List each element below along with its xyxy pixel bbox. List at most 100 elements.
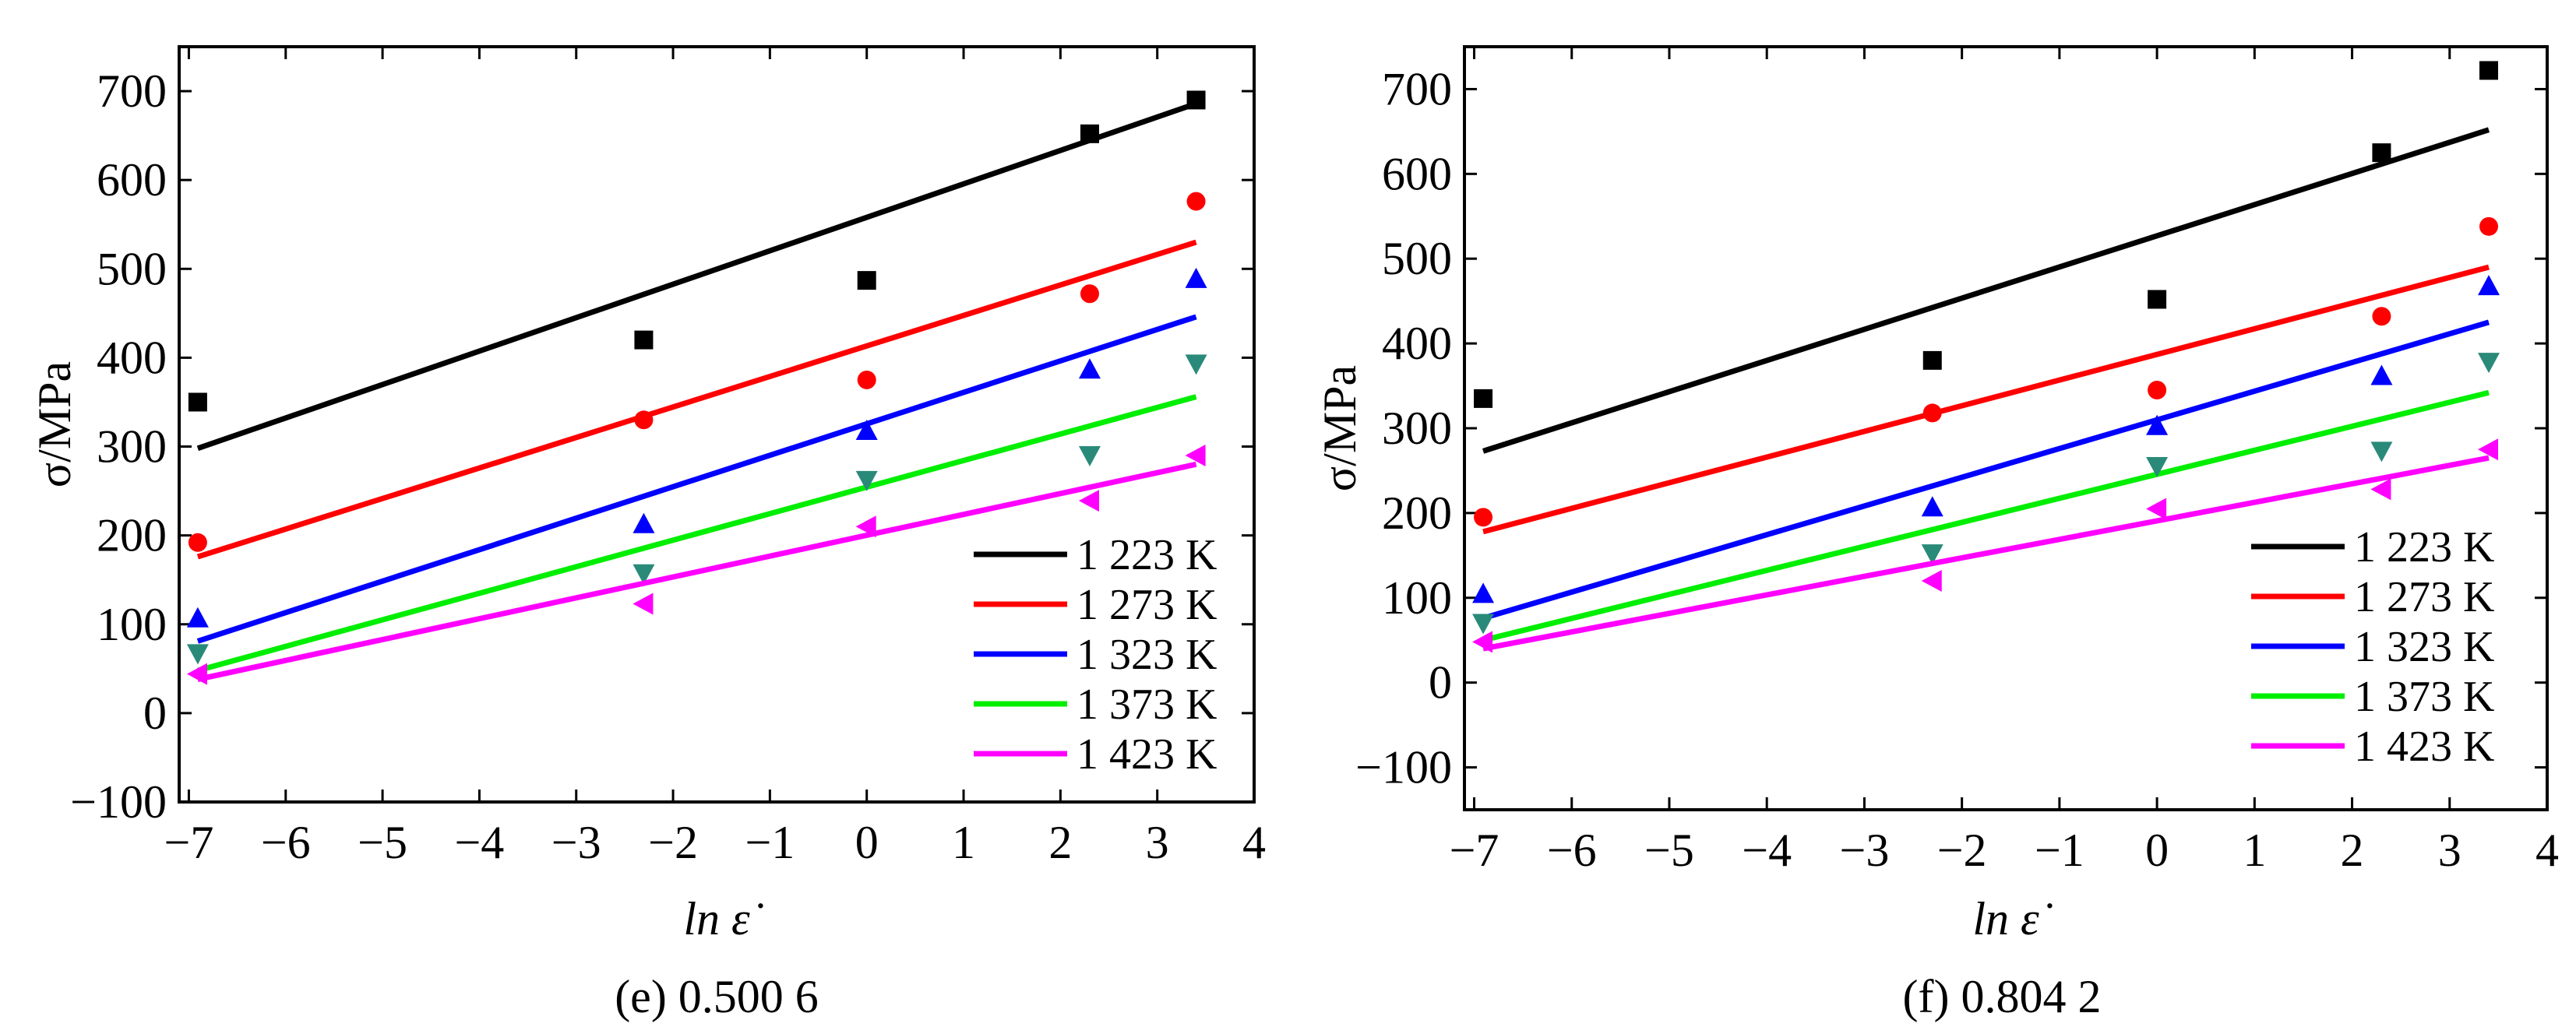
legend-label: 1 273 K xyxy=(1077,581,1217,629)
data-point xyxy=(857,370,876,389)
fit-line-0 xyxy=(196,100,1197,452)
x-tick-label: −5 xyxy=(358,817,407,868)
data-point xyxy=(857,271,876,290)
data-point xyxy=(634,330,654,350)
chart-panel-0: −7 −6 −5 −4 −3 −2 −1 0 1 2 3 4 −100 0 100 200 300 400 500 6… xyxy=(29,45,1266,1022)
y-tick-label: 300 xyxy=(97,421,167,473)
x-tick-label: −6 xyxy=(1547,825,1597,876)
data-point xyxy=(2478,353,2500,374)
x-tick-label: 3 xyxy=(1146,817,1169,868)
x-tick-label: 4 xyxy=(2535,825,2559,876)
legend-label: 1 223 K xyxy=(2354,523,2494,572)
data-point xyxy=(1078,490,1099,512)
x-tick-label: 3 xyxy=(2438,825,2461,876)
data-point xyxy=(1186,192,1206,211)
data-point xyxy=(186,663,207,685)
x-tick-label: 0 xyxy=(855,817,879,868)
data-point xyxy=(186,644,209,665)
legend-label: 1 423 K xyxy=(1077,730,1217,779)
y-tick-label: 400 xyxy=(97,332,167,383)
y-tick-label: 700 xyxy=(97,65,167,117)
data-point xyxy=(2146,498,2167,520)
data-point xyxy=(188,533,207,552)
y-tick-label: 400 xyxy=(1382,318,1452,369)
data-point xyxy=(855,470,878,491)
x-tick-label: 1 xyxy=(952,817,975,868)
data-point xyxy=(186,607,209,628)
x-tick-label: −3 xyxy=(551,817,601,868)
data-point xyxy=(1078,445,1101,466)
data-point xyxy=(2148,381,2167,399)
data-point xyxy=(1185,267,1207,288)
data-point xyxy=(634,410,654,430)
data-point xyxy=(2370,478,2391,501)
x-tick-label: −2 xyxy=(1937,825,1987,876)
x-tick-label: −2 xyxy=(648,817,698,868)
x-tick-label: −6 xyxy=(261,817,311,868)
chart-panel-1: −7 −6 −5 −4 −3 −2 −1 0 1 2 3 4 −100 0 100 200 300 400 500 6… xyxy=(1314,45,2559,1022)
data-point xyxy=(855,515,876,538)
x-tick-label: −1 xyxy=(745,817,795,868)
legend-label: 1 373 K xyxy=(1077,681,1217,729)
data-point xyxy=(1472,582,1495,603)
legend-label: 1 273 K xyxy=(2354,573,2494,621)
data-point xyxy=(2372,143,2391,163)
data-point xyxy=(1474,508,1493,527)
y-tick-label: 300 xyxy=(1382,403,1452,454)
y-axis-title: σ/MPa xyxy=(29,361,80,487)
x-tick-label: 1 xyxy=(2243,825,2266,876)
fit-line-4 xyxy=(197,461,1197,682)
fit-line-3 xyxy=(196,394,1197,674)
x-tick-label: −4 xyxy=(1742,825,1792,876)
y-tick-label: −100 xyxy=(70,776,167,828)
data-point xyxy=(2370,441,2393,462)
fit-line-2 xyxy=(196,314,1197,644)
plot-frame xyxy=(178,45,1256,804)
legend-label: 1 223 K xyxy=(1077,531,1217,579)
x-axis-title: ln ε̇ xyxy=(1972,893,2052,944)
y-tick-label: 200 xyxy=(97,510,167,561)
data-point xyxy=(2478,438,2499,461)
x-tick-label: 4 xyxy=(1242,817,1266,868)
legend-label: 1 373 K xyxy=(2354,673,2494,721)
x-tick-label: −5 xyxy=(1644,825,1694,876)
data-point xyxy=(1080,284,1099,304)
data-point xyxy=(633,593,654,615)
fit-line-1 xyxy=(1482,264,2490,535)
data-point xyxy=(1080,124,1099,143)
data-point xyxy=(2146,414,2169,435)
x-tick-label: 0 xyxy=(2145,825,2169,876)
legend-label: 1 323 K xyxy=(1077,631,1217,679)
y-tick-label: 700 xyxy=(1382,63,1452,114)
x-tick-label: −7 xyxy=(164,817,214,868)
y-tick-label: 100 xyxy=(1382,572,1452,624)
panel-caption: (e) 0.500 6 xyxy=(615,971,819,1022)
data-point xyxy=(188,392,207,412)
data-point xyxy=(1185,444,1206,466)
x-tick-label: −4 xyxy=(454,817,504,868)
data-point xyxy=(2372,307,2391,326)
y-tick-label: 0 xyxy=(143,688,167,739)
data-point xyxy=(1921,570,1942,592)
data-point xyxy=(2478,275,2500,296)
legend-label: 1 323 K xyxy=(2354,623,2494,671)
data-point xyxy=(855,419,878,440)
y-axis-title: σ/MPa xyxy=(1314,365,1366,491)
fit-line-4 xyxy=(1482,455,2490,652)
y-tick-label: 600 xyxy=(1382,148,1452,199)
y-tick-label: 600 xyxy=(97,154,167,206)
fit-line-0 xyxy=(1482,127,2490,454)
panel-caption: (f) 0.804 2 xyxy=(1903,971,2102,1022)
y-tick-label: 200 xyxy=(1382,487,1452,539)
x-tick-label: 2 xyxy=(2341,825,2364,876)
data-point xyxy=(1185,354,1207,375)
x-tick-label: −7 xyxy=(1450,825,1499,876)
legend-label: 1 423 K xyxy=(2354,723,2494,771)
data-point xyxy=(1922,350,1942,370)
data-point xyxy=(2148,290,2167,309)
data-point xyxy=(1921,544,1943,565)
data-point xyxy=(1474,389,1493,408)
fit-line-3 xyxy=(1482,389,2490,643)
